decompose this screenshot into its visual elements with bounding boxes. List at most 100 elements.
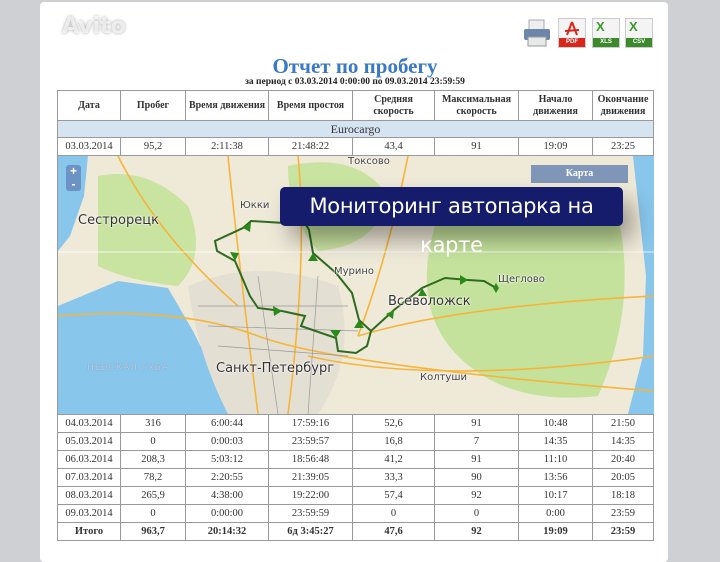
cell-max-speed: 91	[434, 450, 519, 469]
cell-max-speed: 0	[434, 504, 519, 523]
cell-max-speed: 92	[434, 486, 519, 505]
map-label-sestroretsk: Сестрорецк	[78, 213, 159, 228]
cell-end: 14:35	[592, 432, 654, 451]
table-row[interactable]: 08.03.2014 265,9 4:38:00 19:22:00 57,4 92 10:1…	[57, 486, 654, 505]
cell-date: 08.03.2014	[57, 486, 121, 505]
cell-avg-speed: 57,4	[352, 486, 435, 505]
cell-date: 05.03.2014	[57, 432, 121, 451]
cell-end: 23:59	[592, 504, 654, 523]
cell-avg-speed: 16,8	[352, 432, 435, 451]
report-period: за период с 03.03.2014 0:00:00 по 09.03.…	[245, 77, 465, 87]
cell-mileage: 95,2	[120, 137, 186, 156]
cell-avg-speed: 0	[352, 504, 435, 523]
cell-avg-speed: 41,2	[352, 450, 435, 469]
cell-max-speed: 7	[434, 432, 519, 451]
cell-avg-speed: 33,3	[352, 468, 435, 487]
col-max-speed: Максимальная скорость	[434, 90, 519, 121]
pdf-icon[interactable]: PDF	[558, 18, 586, 48]
cell-end: 23:59	[592, 522, 654, 541]
cell-end: 20:05	[592, 468, 654, 487]
cell-mileage: 0	[120, 504, 186, 523]
col-drive-time: Время движения	[185, 90, 269, 121]
zoom-in-button[interactable]: +	[69, 164, 77, 178]
table-row[interactable]: 03.03.2014 95,2 2:11:38 21:48:22 43,4 91 19:09…	[57, 137, 654, 156]
cell-idle-time: 6д 3:45:27	[268, 522, 353, 541]
total-row: Итого 963,7 20:14:32 6д 3:45:27 47,6 92 19:09 2…	[57, 522, 654, 541]
map-label-vsevolozhsk: Всеволожск	[388, 294, 471, 309]
cell-start: 11:10	[518, 450, 593, 469]
col-end: Окончание движения	[592, 90, 654, 121]
cell-max-speed: 90	[434, 468, 519, 487]
cell-end: 18:18	[592, 486, 654, 505]
ladoga-water	[628, 156, 654, 414]
cell-start: 14:35	[518, 432, 593, 451]
cell-date: 09.03.2014	[57, 504, 121, 523]
col-avg-speed: Средняя скорость	[352, 90, 435, 121]
cell-start: 19:09	[518, 522, 593, 541]
zoom-out-button[interactable]: -	[71, 177, 76, 191]
map-label-neva-bay: НЕВСКАЯ ГУБА	[87, 363, 169, 373]
cell-idle-time: 19:22:00	[268, 486, 353, 505]
table-row[interactable]: 06.03.2014 208,3 5:03:12 18:56:48 41,2 91 11:1…	[57, 450, 654, 469]
promo-banner: Мониторинг автопарка на карте	[280, 187, 623, 257]
printer-icon[interactable]	[522, 18, 550, 48]
cell-start: 13:56	[518, 468, 593, 487]
avito-watermark: Avito	[62, 14, 126, 39]
cell-max-speed: 91	[434, 137, 519, 156]
col-idle-time: Время простоя	[268, 90, 353, 121]
cell-idle-time: 17:59:16	[268, 414, 353, 433]
report-title: Отчет по пробегу	[272, 54, 438, 78]
cell-start: 10:48	[518, 414, 593, 433]
cell-date: Итого	[57, 522, 121, 541]
col-date: Дата	[57, 90, 121, 121]
cell-idle-time: 21:39:05	[268, 468, 353, 487]
cell-avg-speed: 43,4	[352, 137, 435, 156]
cell-avg-speed: 47,6	[352, 522, 435, 541]
cell-start: 0:00	[518, 504, 593, 523]
cell-mileage: 208,3	[120, 450, 186, 469]
route-line	[213, 219, 373, 355]
cell-mileage: 0	[120, 432, 186, 451]
cell-date: 06.03.2014	[57, 450, 121, 469]
cell-date: 07.03.2014	[57, 468, 121, 487]
xls-icon[interactable]: X XLS	[592, 18, 620, 48]
cell-mileage: 265,9	[120, 486, 186, 505]
table-row[interactable]: 05.03.2014 0 0:00:03 23:59:57 16,8 7 14:35 14:3…	[57, 432, 654, 451]
map-label-yukki: Юкки	[240, 200, 270, 211]
cell-idle-time: 18:56:48	[268, 450, 353, 469]
zoom-controls: + -	[66, 165, 81, 191]
cell-drive-time: 2:20:55	[185, 468, 269, 487]
cell-drive-time: 6:00:44	[185, 414, 269, 433]
map-label-spb: Санкт-Петербург	[216, 361, 335, 376]
cell-end: 20:40	[592, 450, 654, 469]
cell-start: 10:17	[518, 486, 593, 505]
cell-start: 19:09	[518, 137, 593, 156]
csv-icon[interactable]: X CSV	[625, 18, 653, 48]
cell-idle-time: 23:59:59	[268, 504, 353, 523]
cell-date: 04.03.2014	[57, 414, 121, 433]
map-layer-button[interactable]: Карта	[531, 165, 628, 183]
cell-end: 23:25	[592, 137, 654, 156]
group-row: Eurocargo	[57, 120, 654, 138]
map-canvas	[58, 156, 654, 414]
table-row[interactable]: 07.03.2014 78,2 2:20:55 21:39:05 33,3 90 13:56…	[57, 468, 654, 487]
map-label-toksovo: Токсово	[348, 156, 390, 167]
cell-mileage: 963,7	[120, 522, 186, 541]
cell-drive-time: 2:11:38	[185, 137, 269, 156]
header-row: Дата Пробег Время движения Время простоя…	[57, 90, 654, 121]
cell-drive-time: 0:00:03	[185, 432, 269, 451]
col-mileage: Пробег	[120, 90, 186, 121]
cell-mileage: 78,2	[120, 468, 186, 487]
map-label-koltushi: Колтуши	[420, 372, 468, 383]
table-row[interactable]: 09.03.2014 0 0:00:00 23:59:59 0 0 0:00 23:59	[57, 504, 654, 523]
map-label-shcheglovo: Щеглово	[498, 274, 545, 285]
col-start: Начало движения	[518, 90, 593, 121]
route-arrows	[230, 222, 499, 338]
cell-max-speed: 91	[434, 414, 519, 433]
cell-date: 03.03.2014	[57, 137, 121, 156]
group-name: Eurocargo	[57, 120, 654, 138]
cell-max-speed: 92	[434, 522, 519, 541]
cell-drive-time: 4:38:00	[185, 486, 269, 505]
cell-mileage: 316	[120, 414, 186, 433]
table-row[interactable]: 04.03.2014 316 6:00:44 17:59:16 52,6 91 10:48 2…	[57, 414, 654, 433]
